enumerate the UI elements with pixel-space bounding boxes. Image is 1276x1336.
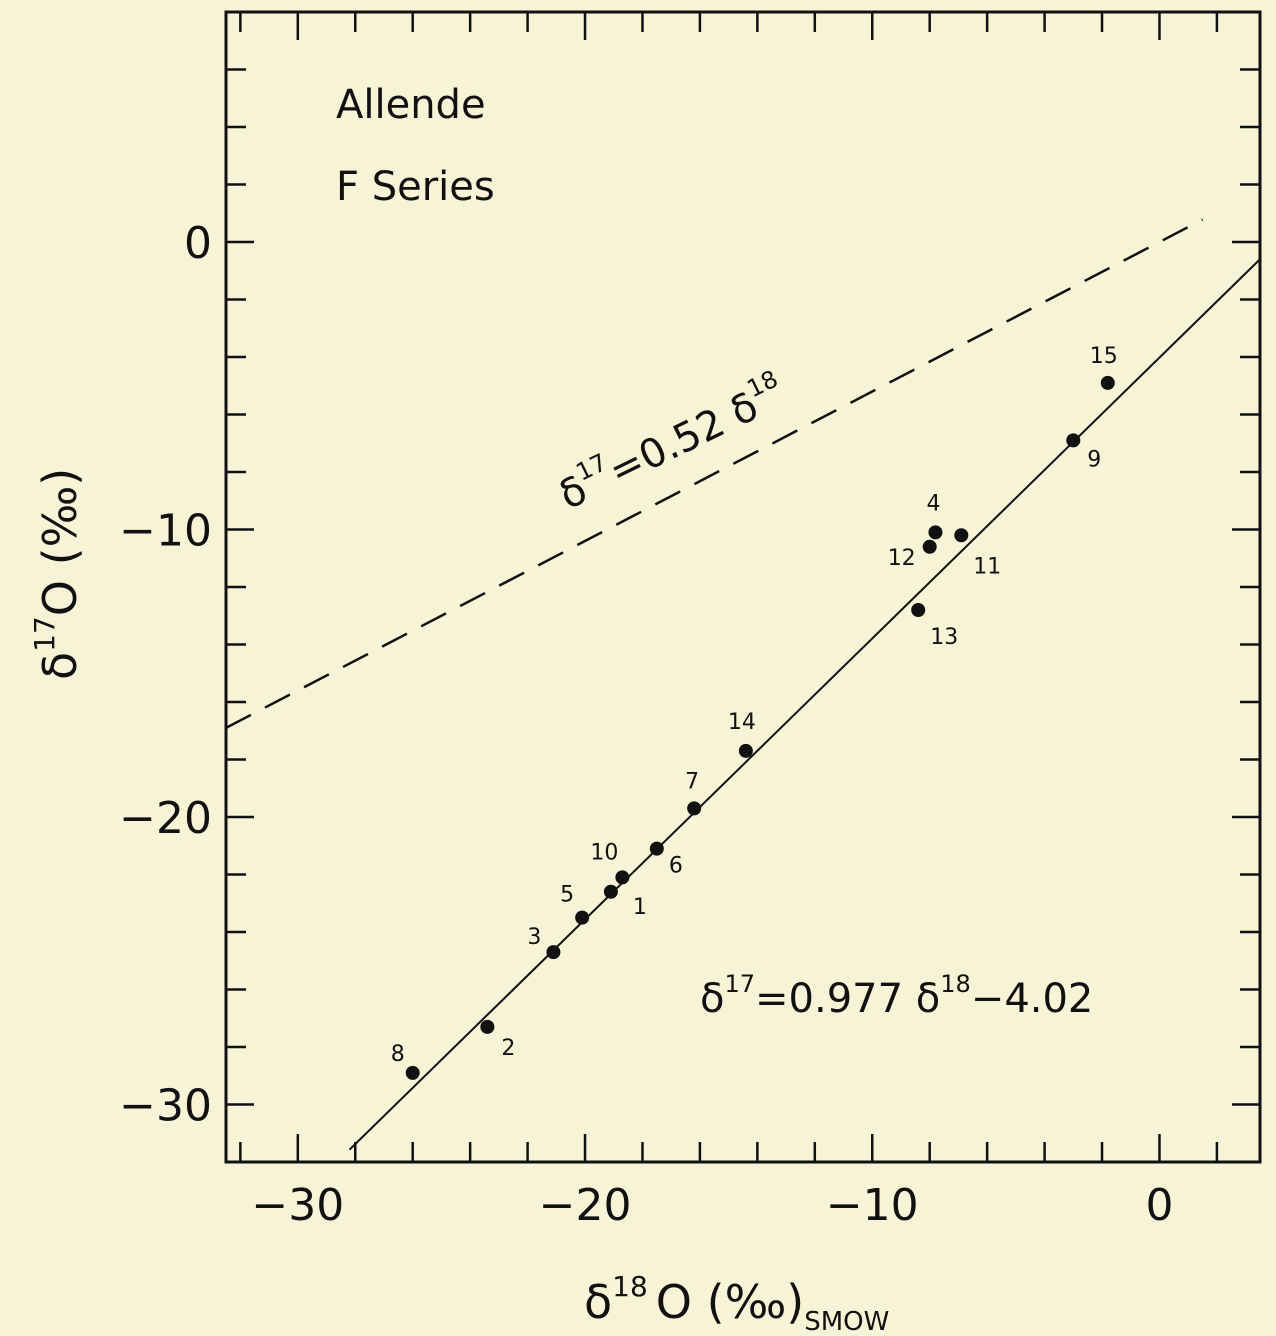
x-tick-label: −20 (539, 1180, 632, 1231)
data-point (480, 1019, 495, 1034)
data-point (911, 603, 926, 617)
point-label: 1 (633, 895, 647, 920)
ref-eq-mid: =0.52 δ (602, 383, 766, 494)
point-label: 13 (930, 625, 958, 650)
x-label-sub: SMOW (804, 1307, 889, 1336)
data-point (1066, 433, 1081, 448)
y-axis-label: δ17O (‰) (28, 468, 87, 680)
reference-line (225, 218, 1204, 729)
point-label: 6 (669, 854, 683, 879)
y-label-sup: 17 (28, 616, 61, 652)
fit-eq-mid: =0.977 δ (755, 976, 940, 1022)
data-point (738, 743, 753, 758)
fit-lines (225, 218, 1261, 1151)
data-point (615, 870, 630, 885)
point-label: 14 (728, 710, 756, 735)
x-tick-label: 0 (1145, 1180, 1173, 1231)
point-label: 5 (560, 883, 574, 908)
regression-line (348, 258, 1261, 1151)
y-tick-label: −20 (119, 793, 212, 844)
axis-ticks: −30 −20 −10 0 −30 −20 −10 0 (119, 12, 1260, 1231)
point-label: 8 (391, 1042, 405, 1067)
point-label: 7 (685, 769, 699, 794)
x-label-delta: δ (584, 1275, 612, 1329)
data-point (922, 539, 937, 554)
data-point (649, 841, 664, 856)
chart-title-line-1: Allende (336, 82, 486, 128)
fit-eq-sup1: 17 (724, 970, 755, 998)
y-tick-label: −30 (119, 1081, 212, 1132)
data-point (546, 945, 561, 960)
data-point (405, 1065, 420, 1080)
point-label: 11 (973, 554, 1001, 579)
point-label: 12 (888, 546, 916, 571)
data-point (687, 801, 702, 816)
point-label: 3 (527, 925, 541, 950)
x-axis-label: δ18 O (‰)SMOW (584, 1270, 889, 1336)
y-label-delta: δ (33, 652, 87, 680)
data-point (928, 525, 943, 540)
y-label-rest: O (‰) (33, 468, 87, 616)
y-tick-label: 0 (184, 218, 212, 269)
x-tick-label: −30 (251, 1180, 344, 1231)
chart-title: Allende F Series (336, 82, 495, 210)
chart-title-line-2: F Series (336, 164, 495, 210)
data-point (575, 910, 590, 925)
fit-equation: δ17=0.977 δ18−4.02 (700, 970, 1093, 1022)
point-label: 9 (1087, 447, 1101, 472)
x-tick-label: −10 (826, 1180, 919, 1231)
data-point (1100, 375, 1115, 390)
x-label-sup: 18 (612, 1270, 648, 1303)
data-point (603, 884, 618, 899)
point-label: 15 (1090, 344, 1118, 369)
y-tick-label: −10 (119, 506, 212, 557)
point-label: 4 (926, 491, 940, 516)
x-label-rest: O (‰) (656, 1275, 804, 1329)
data-point (954, 528, 969, 543)
point-label: 10 (590, 840, 618, 865)
fit-eq-sup2: 18 (940, 970, 971, 998)
point-label: 2 (501, 1036, 515, 1061)
fit-eq-tail: −4.02 (971, 976, 1094, 1022)
fit-eq-delta: δ (700, 976, 724, 1022)
